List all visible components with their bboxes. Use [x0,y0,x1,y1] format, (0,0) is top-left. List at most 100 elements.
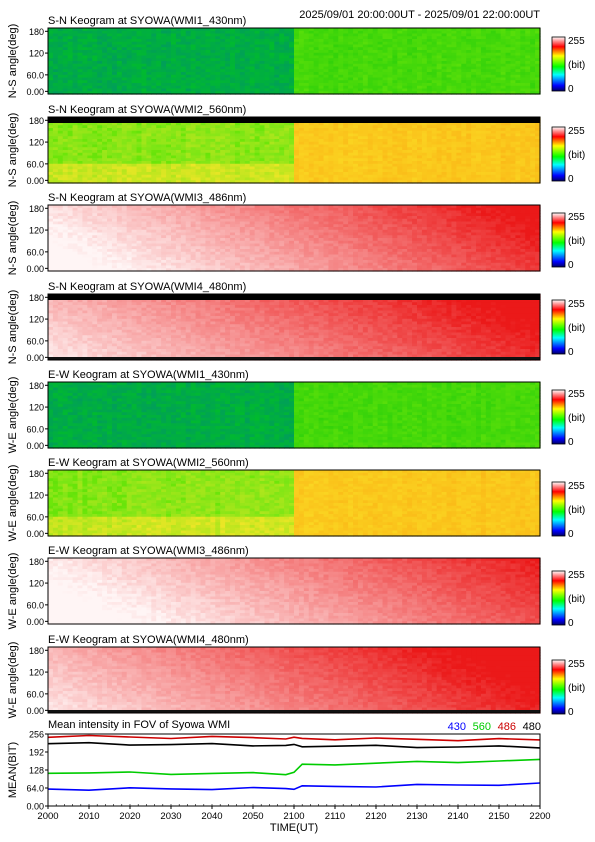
y-axis-label: N-S angle(deg) [7,113,19,188]
keogram-panel-3: S-N Keogram at SYOWA(WMI3_486nm) 180 120 60… [7,192,585,275]
y-tick-label: 180 [29,116,44,126]
y-tick-label: 60.0 [26,70,44,80]
y-tick-label: 0.00 [26,264,44,274]
x-axis-label: TIME(UT) [270,822,318,834]
colorbar-min-label: 0 [568,174,574,185]
y-tick-label: 180 [29,381,44,391]
colorbar-unit-label: (bit) [568,413,585,424]
y-tick-label: 120 [29,315,44,325]
y-tick-label: 60.0 [26,600,44,610]
legend-entry-480: 480 [523,721,541,733]
keogram-image [48,470,541,537]
legend-entry-486: 486 [498,721,516,733]
y-tick-label: 60.0 [26,512,44,522]
y-tick-label: 180 [29,293,44,303]
colorbar: 255 (bit) 0 [551,389,585,448]
panel-title: E-W Keogram at SYOWA(WMI2_560nm) [48,457,249,469]
y-tick-label: 0.00 [26,706,44,716]
panel-frame [47,646,541,714]
y-axis-label: N-S angle(deg) [7,290,19,365]
panel-title: S-N Keogram at SYOWA(WMI1_430nm) [48,15,246,27]
y-tick-label: 120 [29,579,44,589]
x-tick-label: 2200 [529,811,550,822]
y-tick-label: 192 [29,748,44,758]
colorbar-min-label: 0 [568,437,574,448]
legend-entry-560: 560 [473,721,491,733]
colorbar-max-label: 255 [568,36,585,47]
colorbar-max-label: 255 [568,126,585,137]
panel-title: E-W Keogram at SYOWA(WMI4_480nm) [48,634,249,646]
y-tick-label: 0.00 [26,176,44,186]
y-tick-label: 0.00 [26,87,44,97]
series-line-486 [47,734,541,742]
y-tick-label: 64.0 [26,784,44,794]
y-tick-label: 256 [29,730,44,740]
colorbar-max-label: 255 [568,389,585,400]
panel-title: S-N Keogram at SYOWA(WMI2_560nm) [48,104,246,116]
x-tick-label: 2020 [119,811,140,822]
panel-frame [47,469,541,537]
colorbar-max-label: 255 [568,212,585,223]
keogram-panel-7: E-W Keogram at SYOWA(WMI3_486nm) 180 120 60… [7,545,585,629]
y-tick-label: 180 [29,27,44,37]
keogram-image [48,28,541,95]
x-tick-label: 2120 [365,811,386,822]
keogram-image [48,117,541,184]
x-tick-label: 2100 [283,811,304,822]
x-tick-label: 2010 [78,811,99,822]
x-tick-label: 2040 [201,811,222,822]
colorbar-min-label: 0 [568,707,574,718]
keogram-panel-2: S-N Keogram at SYOWA(WMI2_560nm) 180 120 60… [7,104,585,187]
y-tick-label: 0.00 [26,802,44,812]
colorbar-max-label: 255 [568,299,585,310]
colorbar-min-label: 0 [568,84,574,95]
colorbar-max-label: 255 [568,481,585,492]
x-tick-label: 2050 [242,811,263,822]
y-tick-label: 120 [29,138,44,148]
y-tick-label: 120 [29,226,44,236]
keogram-panel-8: E-W Keogram at SYOWA(WMI4_480nm) 180 120 60… [7,634,585,718]
keogram-panel-6: E-W Keogram at SYOWA(WMI2_560nm) 180 120 60… [7,457,585,541]
series-line-480 [47,741,541,749]
colorbar-unit-label: (bit) [568,150,585,161]
y-axis-label: N-S angle(deg) [7,24,19,99]
y-tick-label: 180 [29,557,44,567]
colorbar-max-label: 255 [568,570,585,581]
colorbar: 255 (bit) 0 [551,481,585,540]
keogram-image [48,382,541,449]
series-line-560 [47,758,541,776]
y-tick-label: 0.00 [26,529,44,539]
time-range-label: 2025/09/01 20:00:00UT - 2025/09/01 22:00… [299,9,540,21]
colorbar: 255 (bit) 0 [551,36,585,95]
panel-title: S-N Keogram at SYOWA(WMI4_480nm) [48,281,246,293]
y-tick-label: 60.0 [26,424,44,434]
y-axis-label: N-S angle(deg) [7,201,19,276]
y-axis-label: W-E angle(deg) [7,377,19,454]
y-tick-label: 0.00 [26,441,44,451]
keogram-image [48,558,541,625]
colorbar: 255 (bit) 0 [551,299,585,358]
keogram-image [48,294,541,361]
y-tick-label: 128 [29,766,44,776]
panel-frame [47,381,541,449]
keogram-panels: S-N Keogram at SYOWA(WMI1_430nm) 180 120 60… [7,15,585,718]
colorbar-min-label: 0 [568,618,574,629]
y-tick-label: 180 [29,469,44,479]
y-tick-label: 60.0 [26,247,44,257]
x-tick-label: 2000 [37,811,58,822]
y-tick-label: 60.0 [26,689,44,699]
panel-title: S-N Keogram at SYOWA(WMI3_486nm) [48,192,246,204]
colorbar-max-label: 255 [568,659,585,670]
x-tick-label: 2030 [160,811,181,822]
colorbar-min-label: 0 [568,347,574,358]
keogram-panel-5: E-W Keogram at SYOWA(WMI1_430nm) 180 120 60… [7,369,585,453]
colorbar-unit-label: (bit) [568,236,585,247]
x-tick-label: 2110 [325,811,345,822]
colorbar: 255 (bit) 0 [551,659,585,718]
y-axis-label: W-E angle(deg) [7,642,19,719]
y-axis-label: MEAN(BIT) [7,742,19,798]
panel-title: E-W Keogram at SYOWA(WMI3_486nm) [48,545,249,557]
colorbar-unit-label: (bit) [568,683,585,694]
chart-title: Mean intensity in FOV of Syowa WMI [48,719,230,731]
